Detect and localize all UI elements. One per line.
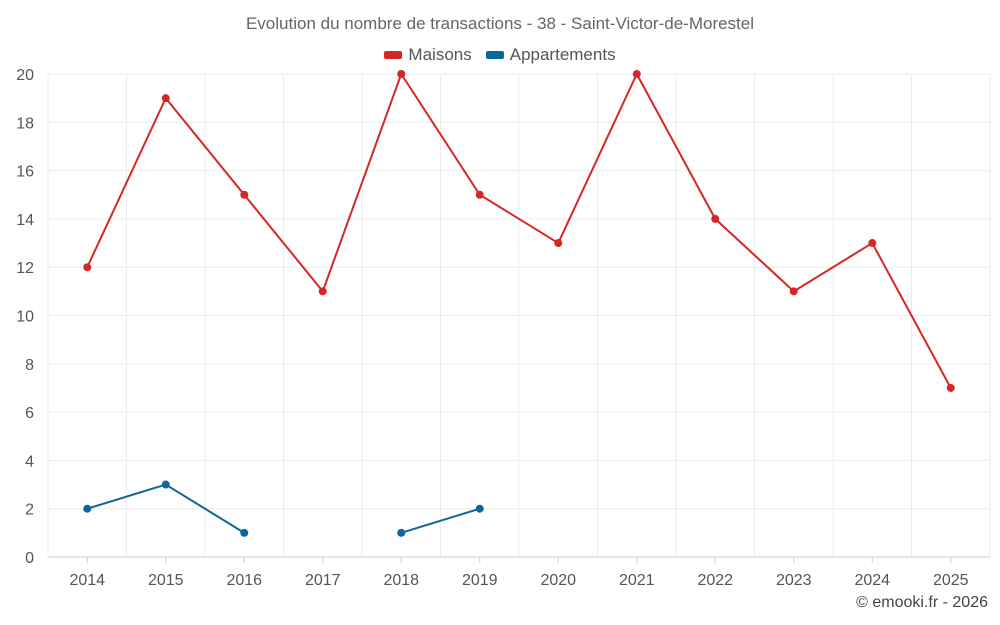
legend-item-maisons[interactable]: Maisons bbox=[384, 45, 472, 65]
data-point-appartements[interactable] bbox=[240, 528, 249, 537]
x-tick-label: 2024 bbox=[854, 572, 890, 589]
data-point-maisons[interactable] bbox=[711, 214, 720, 223]
data-point-maisons[interactable] bbox=[397, 70, 406, 78]
x-tick-label: 2023 bbox=[776, 572, 812, 589]
y-tick-label: 18 bbox=[16, 115, 34, 132]
x-tick-label: 2025 bbox=[933, 572, 969, 589]
series-maisons bbox=[83, 70, 955, 392]
data-point-maisons[interactable] bbox=[868, 239, 877, 248]
series-line-maisons bbox=[86, 73, 952, 389]
series-appartements bbox=[83, 480, 484, 537]
x-tick-label: 2020 bbox=[540, 572, 576, 589]
data-point-appartements[interactable] bbox=[397, 528, 406, 537]
legend-item-appartements[interactable]: Appartements bbox=[485, 45, 616, 65]
legend-label-appartements: Appartements bbox=[509, 45, 616, 64]
data-point-maisons[interactable] bbox=[475, 190, 484, 199]
y-tick-label: 6 bbox=[25, 405, 34, 422]
y-tick-label: 2 bbox=[25, 502, 34, 519]
legend-swatch-appartements bbox=[485, 51, 504, 59]
x-tick-label: 2016 bbox=[226, 572, 262, 589]
legend: Maisons Appartements bbox=[0, 45, 1000, 65]
data-point-maisons[interactable] bbox=[632, 70, 641, 78]
series-group bbox=[83, 70, 955, 537]
y-tick-label: 4 bbox=[25, 453, 34, 470]
data-point-appartements[interactable] bbox=[161, 480, 170, 489]
data-point-maisons[interactable] bbox=[946, 383, 955, 392]
data-point-maisons[interactable] bbox=[789, 287, 798, 296]
x-tick-label: 2022 bbox=[697, 572, 733, 589]
y-tick-label: 0 bbox=[25, 550, 34, 567]
y-tick-label: 14 bbox=[16, 212, 34, 229]
series-line-appartements bbox=[400, 507, 481, 534]
x-tick-label: 2017 bbox=[305, 572, 341, 589]
data-point-appartements[interactable] bbox=[83, 504, 92, 513]
y-tick-label: 12 bbox=[16, 260, 34, 277]
data-point-maisons[interactable] bbox=[240, 190, 249, 199]
data-point-maisons[interactable] bbox=[554, 239, 563, 248]
y-tick-label: 8 bbox=[25, 357, 34, 374]
y-tick-label: 10 bbox=[16, 309, 34, 326]
y-axis-ticks: 0 2 4 6 8 10 12 14 16 18 20 bbox=[16, 67, 34, 567]
x-tick-label: 2014 bbox=[69, 572, 105, 589]
data-point-maisons[interactable] bbox=[83, 263, 92, 272]
chart-title: Evolution du nombre de transactions - 38… bbox=[245, 14, 755, 33]
y-tick-label: 20 bbox=[16, 67, 34, 84]
data-point-maisons[interactable] bbox=[161, 94, 170, 103]
x-tick-label: 2015 bbox=[148, 572, 184, 589]
grid-lines bbox=[47, 73, 991, 558]
legend-label-maisons: Maisons bbox=[408, 45, 472, 64]
x-tick-label: 2021 bbox=[619, 572, 655, 589]
x-tick-label: 2019 bbox=[462, 572, 498, 589]
legend-swatch-maisons bbox=[384, 51, 403, 59]
credit-text: © emooki.fr - 2026 bbox=[856, 594, 988, 611]
y-tick-label: 16 bbox=[16, 164, 34, 181]
x-axis-ticks: 2014 2015 2016 2017 2018 2019 2020 2021 2022 2023… bbox=[69, 557, 969, 589]
data-point-appartements[interactable] bbox=[475, 504, 484, 513]
x-tick-label: 2018 bbox=[383, 572, 419, 589]
data-point-maisons[interactable] bbox=[318, 287, 327, 296]
